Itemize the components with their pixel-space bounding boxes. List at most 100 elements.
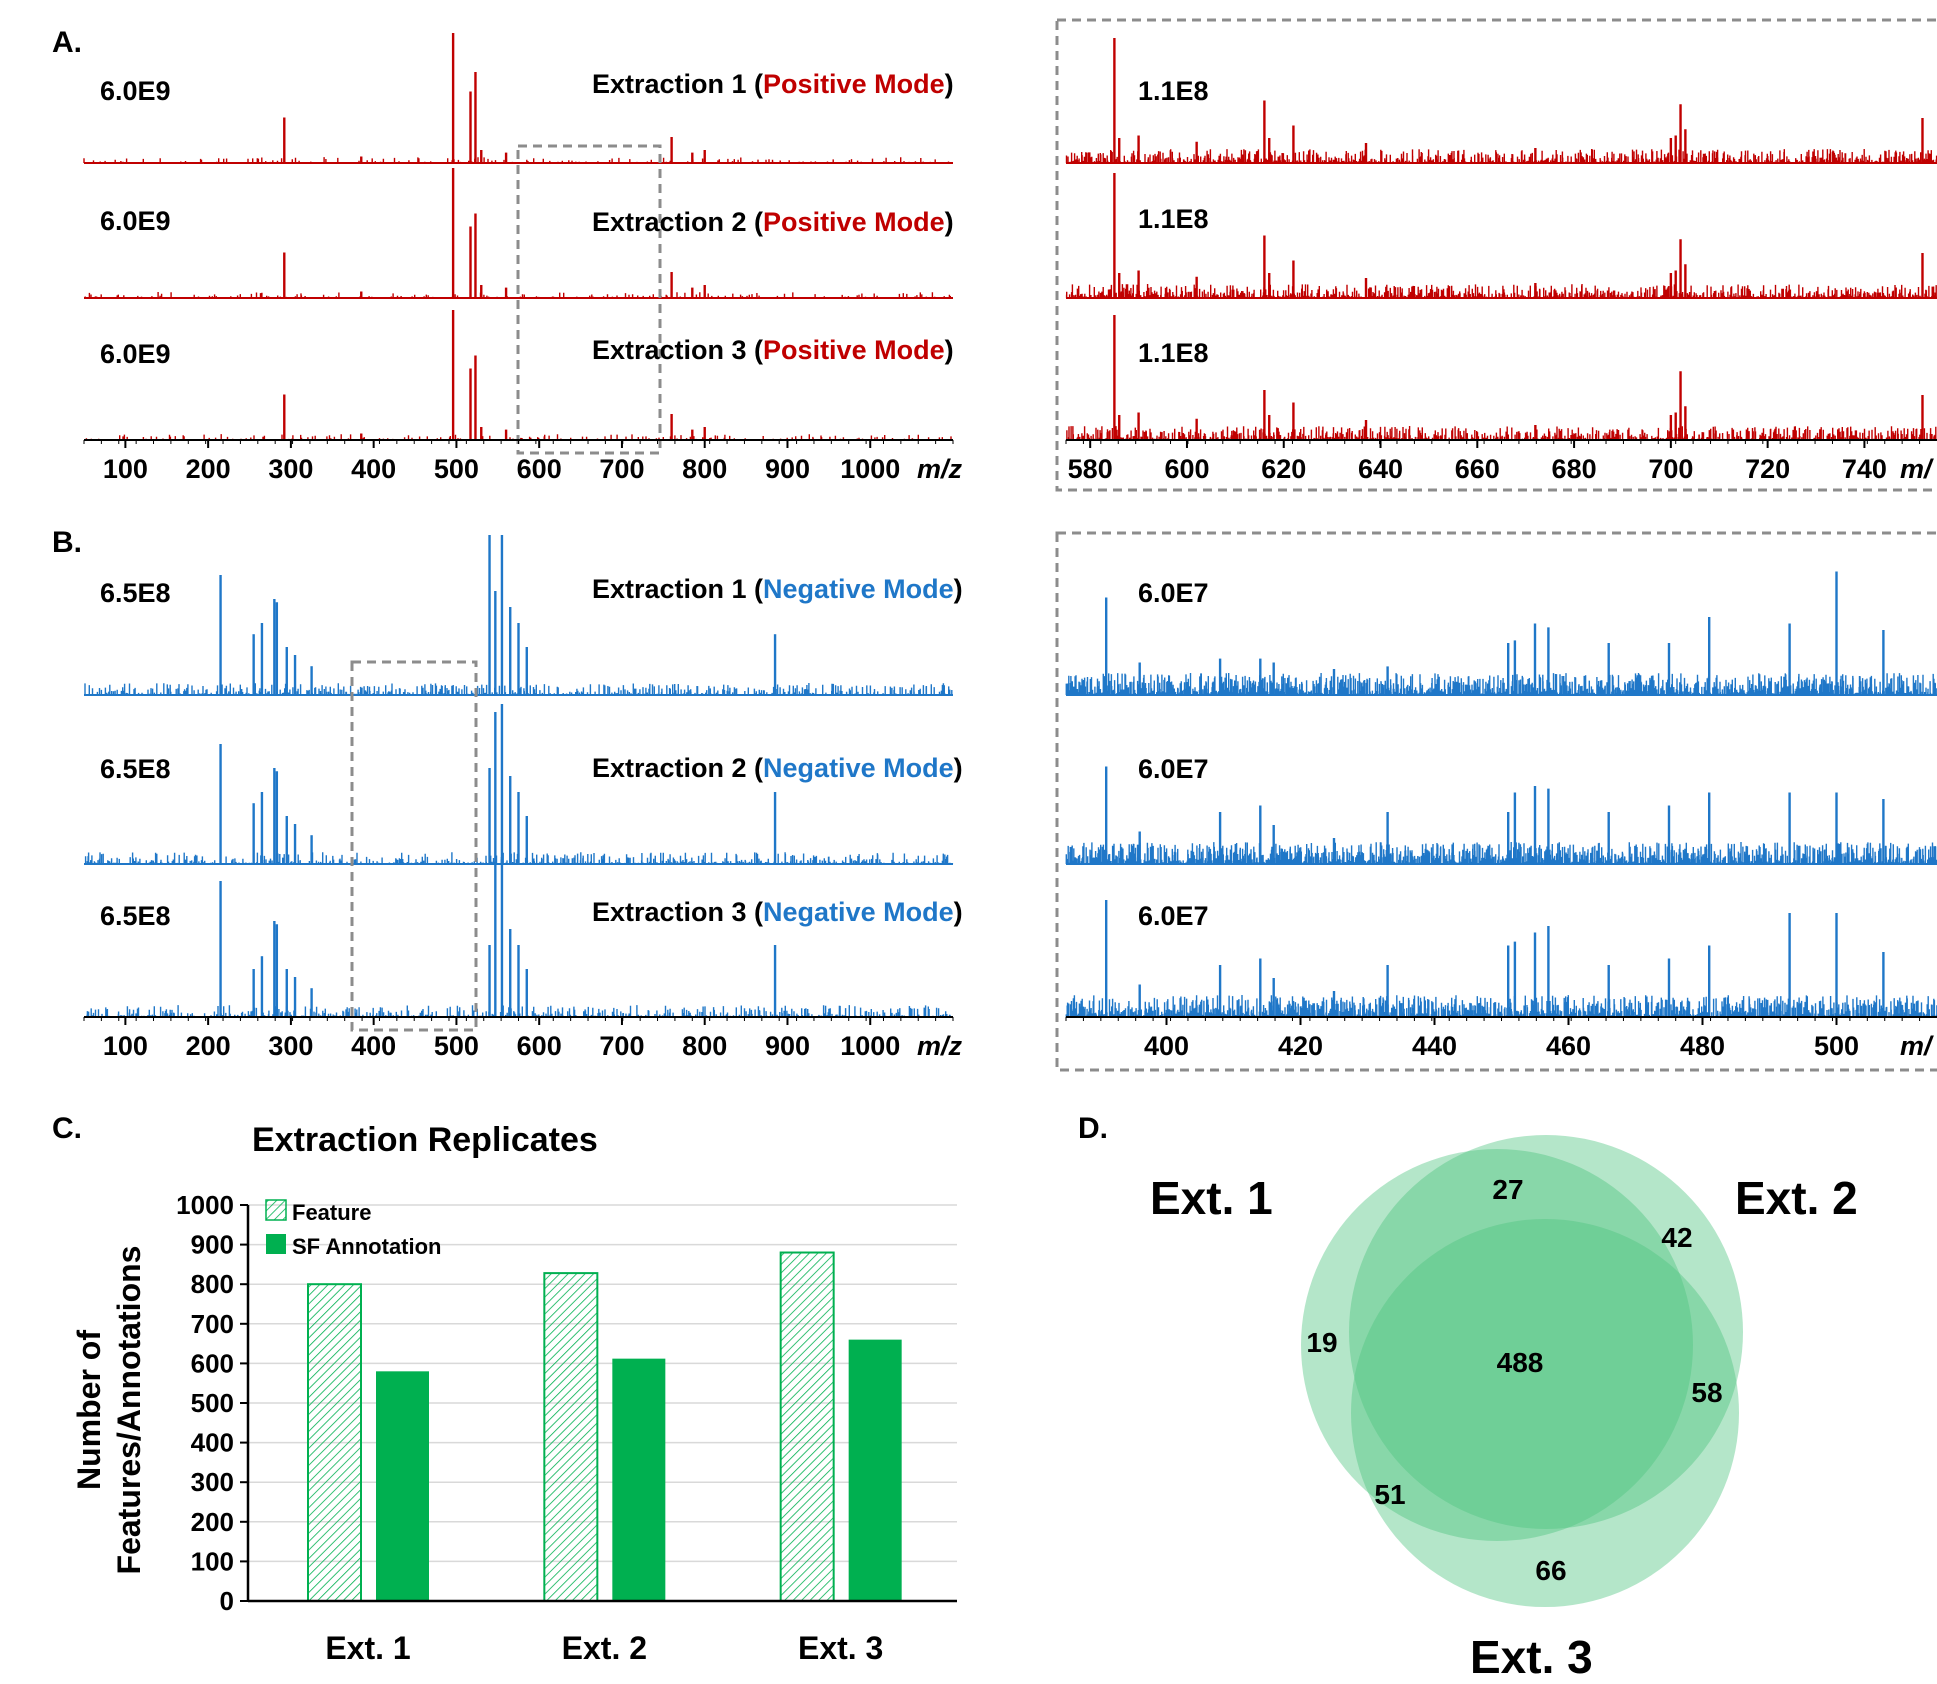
panel-a-label: A. bbox=[52, 26, 82, 59]
y-tick-label: 1000 bbox=[176, 1190, 234, 1220]
venn-region-count: 66 bbox=[1535, 1555, 1566, 1586]
x-tick-label: 580 bbox=[1068, 454, 1113, 484]
x-category-label: Ext. 3 bbox=[798, 1630, 883, 1666]
x-tick-label: 600 bbox=[517, 1031, 562, 1061]
venn-set-label: Ext. 2 bbox=[1735, 1172, 1858, 1224]
extraction-title: Extraction 1 (Positive Mode) bbox=[592, 69, 954, 99]
panel-d: D. Ext. 1 Ext. 2 Ext. 3 19 27 42 58 66 5… bbox=[1078, 1112, 1858, 1683]
y-tick-label: 300 bbox=[191, 1467, 234, 1497]
spectrum-noise bbox=[1065, 842, 1937, 864]
x-tick-label: 400 bbox=[1144, 1031, 1189, 1061]
panel-c-label: C. bbox=[52, 1112, 82, 1145]
venn-circle-ext3 bbox=[1351, 1219, 1739, 1607]
panel-b-zoom-spectra bbox=[1065, 571, 1937, 1018]
x-tick-label: 500 bbox=[434, 1031, 479, 1061]
extraction-title: Extraction 1 (Negative Mode) bbox=[592, 574, 963, 604]
venn-region-count: 19 bbox=[1306, 1327, 1337, 1358]
x-tick-label: 460 bbox=[1546, 1031, 1591, 1061]
intensity-scale-label: 6.5E8 bbox=[100, 754, 171, 784]
bar-sf-annotation bbox=[376, 1371, 429, 1601]
x-tick-label: 800 bbox=[682, 1031, 727, 1061]
x-tick-label: 300 bbox=[268, 454, 313, 484]
spectrum-noise bbox=[1065, 149, 1937, 163]
x-tick-label: 800 bbox=[682, 454, 727, 484]
x-tick-label: 440 bbox=[1412, 1031, 1457, 1061]
x-axis-unit: m/z bbox=[917, 454, 963, 484]
y-tick-label: 400 bbox=[191, 1428, 234, 1458]
x-tick-label: 200 bbox=[186, 1031, 231, 1061]
extraction-title: Extraction 2 (Negative Mode) bbox=[592, 753, 963, 783]
y-axis-label: Number of Features/Annotations bbox=[71, 1246, 147, 1575]
panel-a-zoom-spectra bbox=[1065, 38, 1937, 441]
legend-swatch-feature bbox=[265, 1199, 287, 1221]
x-tick-label: 500 bbox=[1814, 1031, 1859, 1061]
bar-sf-annotation bbox=[848, 1339, 902, 1601]
zoom-scale-label: 6.0E7 bbox=[1138, 901, 1209, 931]
panel-a: A. 6.0E9 6.0E9 6.0E9 1.1E8 1.1E8 1.1E8 E… bbox=[52, 18, 1937, 492]
x-axis-unit: m/z bbox=[917, 1031, 963, 1061]
intensity-scale-label: 6.5E8 bbox=[100, 578, 171, 608]
zoom-scale-label: 1.1E8 bbox=[1138, 76, 1209, 106]
panel-b-x-axis: 100 200 300 400 500 600 700 800 900 1000 m/z bbox=[83, 1016, 963, 1061]
x-tick-label: 600 bbox=[517, 454, 562, 484]
y-tick-label: 100 bbox=[191, 1546, 234, 1576]
panel-b-zoom-x-axis: 400 420 440 460 480 500 m/ bbox=[1065, 1016, 1937, 1061]
panel-b-label: B. bbox=[52, 526, 82, 559]
x-tick-label: 620 bbox=[1261, 454, 1306, 484]
panel-c: C. Extraction Replicates Number of Featur… bbox=[52, 1112, 957, 1666]
zoom-scale-label: 6.0E7 bbox=[1138, 578, 1209, 608]
x-tick-label: 900 bbox=[765, 454, 810, 484]
x-tick-label: 680 bbox=[1552, 454, 1597, 484]
venn-region-count: 58 bbox=[1691, 1377, 1722, 1408]
intensity-scale-label: 6.0E9 bbox=[100, 206, 171, 236]
y-tick-label: 500 bbox=[191, 1388, 234, 1418]
x-tick-label: 900 bbox=[765, 1031, 810, 1061]
venn-circle-ext1 bbox=[1301, 1149, 1693, 1541]
y-tick-label: 200 bbox=[191, 1507, 234, 1537]
zoom-scale-label: 1.1E8 bbox=[1138, 338, 1209, 368]
x-tick-label: 740 bbox=[1842, 454, 1887, 484]
extraction-title: Extraction 2 (Positive Mode) bbox=[592, 207, 954, 237]
x-tick-label: 1000 bbox=[840, 1031, 900, 1061]
bar-legend: Feature SF Annotation bbox=[265, 1199, 442, 1259]
venn-region-count: 488 bbox=[1497, 1347, 1544, 1378]
x-tick-label: 200 bbox=[186, 454, 231, 484]
x-axis-unit: m/ bbox=[1900, 1031, 1934, 1061]
y-tick-label: 700 bbox=[191, 1309, 234, 1339]
x-tick-label: 300 bbox=[268, 1031, 313, 1061]
x-tick-label: 660 bbox=[1455, 454, 1500, 484]
legend-label-feature: Feature bbox=[292, 1200, 371, 1225]
extraction-title: Extraction 3 (Negative Mode) bbox=[592, 897, 963, 927]
panel-b: B. 6.5E8 6.5E8 6.5E8 6.0E7 6.0E7 6.0E7 E… bbox=[52, 526, 1937, 1072]
x-tick-label: 400 bbox=[351, 454, 396, 484]
panel-a-zoom-x-axis: 580 600 620 640 660 680 700 720 740 m/ bbox=[1065, 439, 1937, 484]
bar-feature bbox=[307, 1283, 362, 1602]
venn-region-count: 27 bbox=[1492, 1174, 1523, 1205]
y-tick-label: 600 bbox=[191, 1348, 234, 1378]
bar-chart-title: Extraction Replicates bbox=[252, 1121, 598, 1159]
panel-d-label: D. bbox=[1078, 1112, 1108, 1145]
y-tick-label: 0 bbox=[220, 1586, 234, 1616]
x-tick-label: 700 bbox=[599, 1031, 644, 1061]
spectrum-noise bbox=[1065, 673, 1937, 695]
panel-a-x-axis: 100 200 300 400 500 600 700 800 900 1000 m/z bbox=[83, 439, 963, 484]
extraction-title: Extraction 3 (Positive Mode) bbox=[592, 335, 954, 365]
venn-circle-ext2 bbox=[1349, 1135, 1743, 1529]
intensity-scale-label: 6.5E8 bbox=[100, 901, 171, 931]
x-category-label: Ext. 2 bbox=[562, 1630, 647, 1666]
x-tick-label: 420 bbox=[1278, 1031, 1323, 1061]
x-tick-label: 640 bbox=[1358, 454, 1403, 484]
x-tick-label: 1000 bbox=[840, 454, 900, 484]
legend-label-sf-annotation: SF Annotation bbox=[292, 1234, 442, 1259]
x-tick-label: 100 bbox=[103, 1031, 148, 1061]
y-tick-label: 800 bbox=[191, 1269, 234, 1299]
x-tick-label: 480 bbox=[1680, 1031, 1725, 1061]
venn-set-label: Ext. 3 bbox=[1470, 1631, 1593, 1683]
zoom-scale-label: 1.1E8 bbox=[1138, 204, 1209, 234]
venn-set-label: Ext. 1 bbox=[1150, 1172, 1273, 1224]
spectrum-noise bbox=[83, 157, 953, 163]
x-tick-label: 100 bbox=[103, 454, 148, 484]
x-category-label: Ext. 1 bbox=[325, 1630, 410, 1666]
zoom-panel-frame bbox=[1055, 18, 1937, 492]
